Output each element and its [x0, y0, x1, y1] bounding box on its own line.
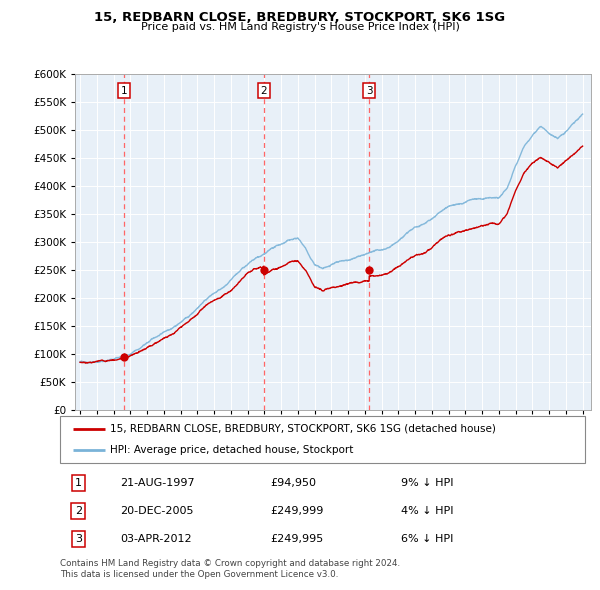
Text: 3: 3: [75, 534, 82, 544]
Text: Price paid vs. HM Land Registry's House Price Index (HPI): Price paid vs. HM Land Registry's House …: [140, 22, 460, 32]
Text: £249,995: £249,995: [270, 534, 323, 544]
Text: 1: 1: [121, 86, 128, 96]
Text: £249,999: £249,999: [270, 506, 323, 516]
Text: 4% ↓ HPI: 4% ↓ HPI: [401, 506, 454, 516]
Text: 9% ↓ HPI: 9% ↓ HPI: [401, 478, 454, 488]
Text: 1: 1: [75, 478, 82, 488]
Text: HPI: Average price, detached house, Stockport: HPI: Average price, detached house, Stoc…: [110, 445, 353, 455]
Text: 20-DEC-2005: 20-DEC-2005: [121, 506, 194, 516]
Text: 03-APR-2012: 03-APR-2012: [121, 534, 192, 544]
Text: 2: 2: [260, 86, 267, 96]
Text: 2: 2: [75, 506, 82, 516]
FancyBboxPatch shape: [60, 416, 585, 463]
Text: £94,950: £94,950: [270, 478, 316, 488]
Text: Contains HM Land Registry data © Crown copyright and database right 2024.
This d: Contains HM Land Registry data © Crown c…: [60, 559, 400, 579]
Text: 3: 3: [366, 86, 373, 96]
Text: 15, REDBARN CLOSE, BREDBURY, STOCKPORT, SK6 1SG (detached house): 15, REDBARN CLOSE, BREDBURY, STOCKPORT, …: [110, 424, 496, 434]
Text: 15, REDBARN CLOSE, BREDBURY, STOCKPORT, SK6 1SG: 15, REDBARN CLOSE, BREDBURY, STOCKPORT, …: [94, 11, 506, 24]
Text: 6% ↓ HPI: 6% ↓ HPI: [401, 534, 454, 544]
Text: 21-AUG-1997: 21-AUG-1997: [121, 478, 195, 488]
